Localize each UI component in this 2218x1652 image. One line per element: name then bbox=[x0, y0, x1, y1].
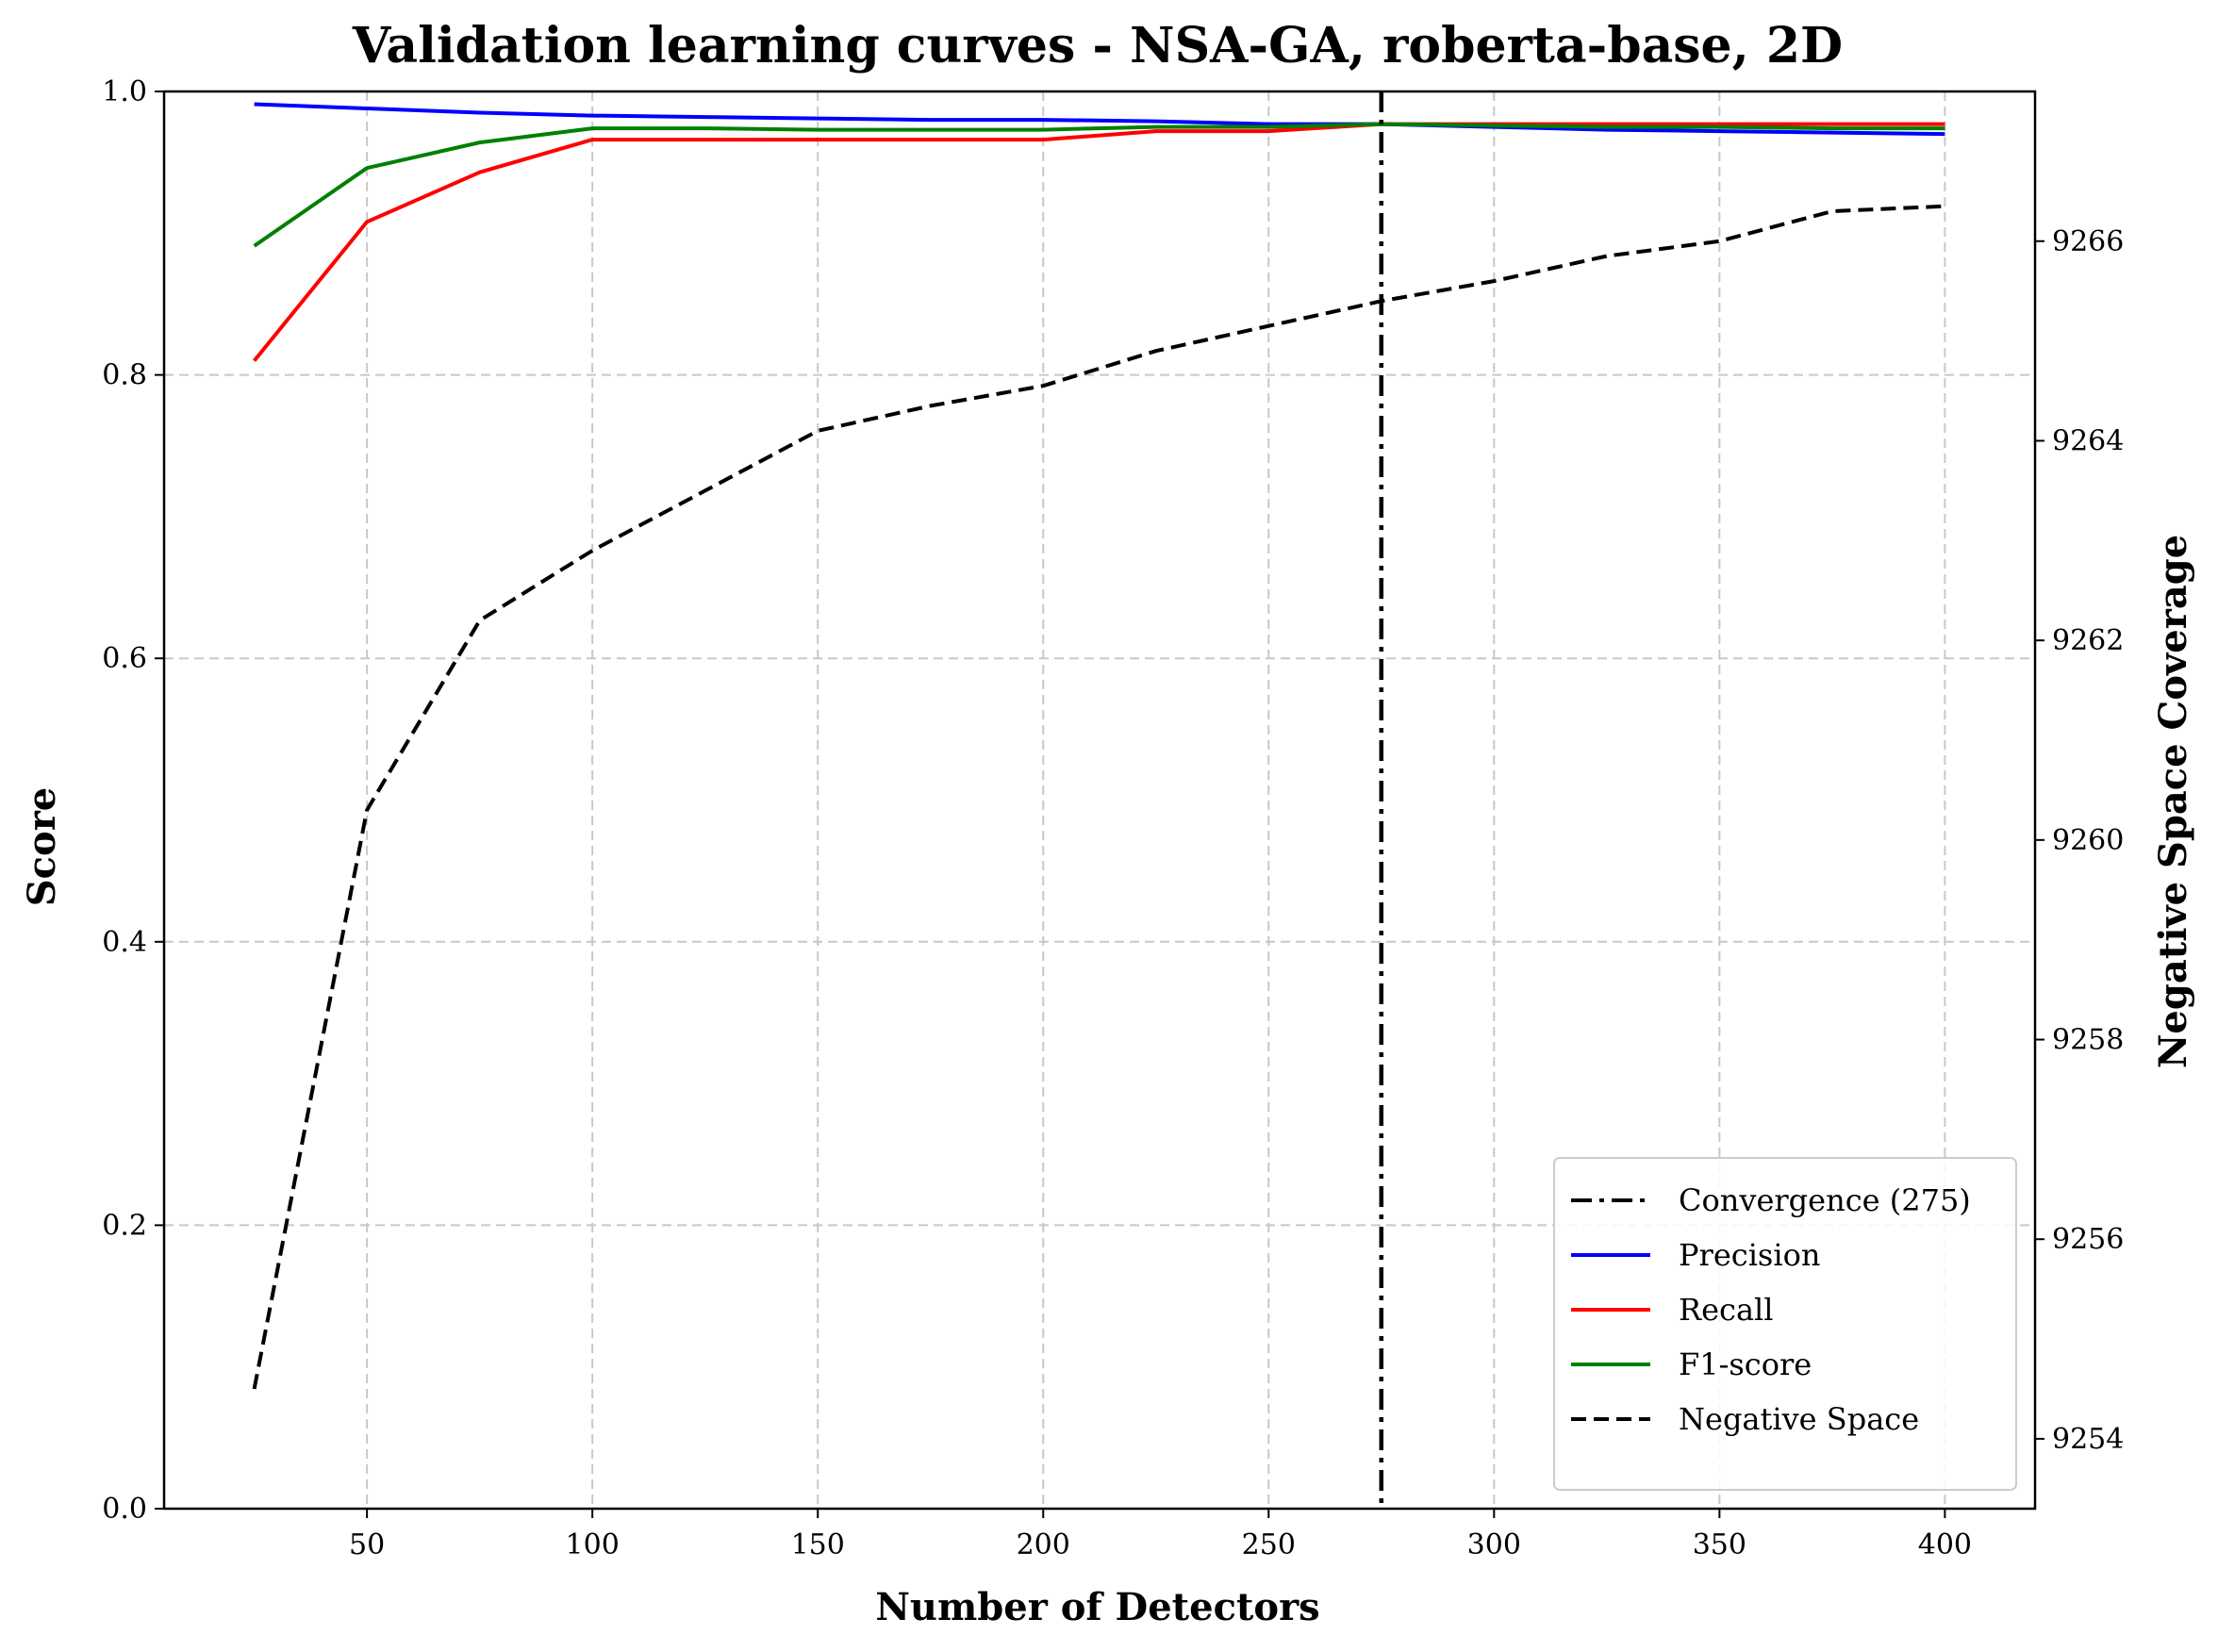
x-tick-label: 250 bbox=[1242, 1528, 1296, 1561]
x-axis-ticks: 50 100 150 200 250 300 350 400 bbox=[349, 1509, 1972, 1561]
y-tick-label: 0.2 bbox=[102, 1209, 147, 1242]
y2-tick-label: 9262 bbox=[2052, 624, 2124, 657]
y2-tick-label: 9264 bbox=[2052, 424, 2124, 457]
x-tick-label: 50 bbox=[349, 1528, 385, 1561]
x-tick-label: 400 bbox=[1918, 1528, 1972, 1561]
y-tick-label: 0.8 bbox=[102, 359, 147, 392]
y-tick-label: 0.6 bbox=[102, 642, 147, 675]
plot-frame bbox=[162, 90, 2037, 1511]
series-line-negative-space bbox=[252, 204, 1945, 1390]
series-line-recall bbox=[253, 122, 1945, 362]
y-tick-label: 0.0 bbox=[102, 1493, 147, 1526]
chart-title: Validation learning curves - NSA-GA, rob… bbox=[352, 17, 1843, 74]
series-line-precision bbox=[254, 102, 1945, 137]
legend-label: F1-score bbox=[1679, 1346, 1812, 1382]
y2-tick-label: 9256 bbox=[2052, 1223, 2124, 1256]
y2-tick-label: 9258 bbox=[2052, 1024, 2124, 1057]
legend-label: Negative Space bbox=[1679, 1401, 1919, 1437]
y-tick-label: 1.0 bbox=[102, 75, 147, 108]
x-axis-label: Number of Detectors bbox=[875, 1585, 1319, 1629]
legend-label: Convergence (275) bbox=[1679, 1182, 1971, 1218]
y2-tick-label: 9254 bbox=[2052, 1423, 2124, 1456]
y-axis-label: Score bbox=[20, 787, 64, 906]
y2-tick-label: 9266 bbox=[2052, 225, 2124, 258]
series-layer bbox=[252, 91, 1945, 1509]
y-axis-ticks: 0.0 0.2 0.4 0.6 0.8 1.0 bbox=[102, 75, 164, 1526]
x-tick-label: 300 bbox=[1467, 1528, 1521, 1561]
legend-label: Precision bbox=[1679, 1237, 1820, 1273]
x-tick-label: 150 bbox=[791, 1528, 845, 1561]
series-line-f1-score bbox=[253, 122, 1945, 248]
legend-box bbox=[1553, 1157, 2017, 1491]
x-tick-label: 200 bbox=[1017, 1528, 1070, 1561]
y2-axis-ticks: 9254 9256 9258 9260 9262 9264 9266 bbox=[2035, 225, 2124, 1456]
y-tick-label: 0.4 bbox=[102, 926, 147, 959]
x-tick-label: 100 bbox=[566, 1528, 620, 1561]
legend-label: Recall bbox=[1679, 1292, 1774, 1328]
y2-axis-label: Negative Space Coverage bbox=[2151, 535, 2195, 1068]
legend: Convergence (275) Precision Recall F1-score… bbox=[1553, 1157, 2017, 1491]
x-tick-label: 350 bbox=[1693, 1528, 1746, 1561]
y2-tick-label: 9260 bbox=[2052, 824, 2124, 857]
